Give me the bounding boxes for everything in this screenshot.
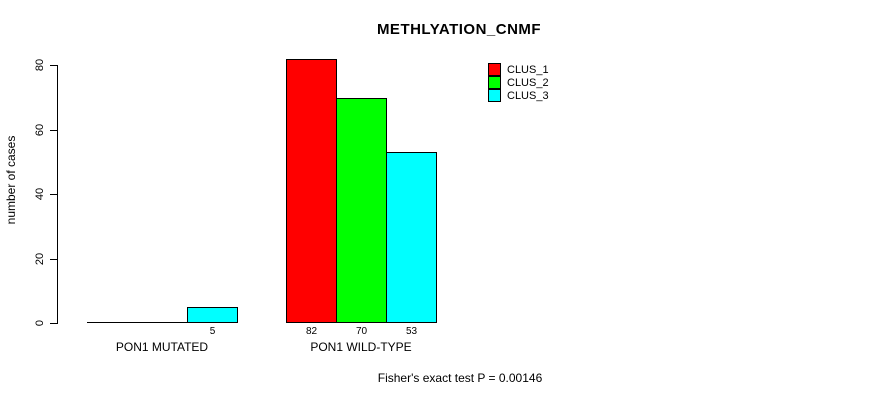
legend-row: CLUS_3 bbox=[488, 89, 549, 102]
y-tick bbox=[50, 259, 57, 260]
bar-value-label: 53 bbox=[405, 326, 418, 337]
category-label: PON1 WILD-TYPE bbox=[310, 340, 412, 354]
bar-value-label: 5 bbox=[209, 326, 216, 337]
y-tick bbox=[50, 130, 57, 131]
y-tick-label: 0 bbox=[34, 319, 46, 327]
legend-swatch bbox=[488, 76, 501, 89]
y-tick bbox=[50, 323, 57, 324]
legend-swatch bbox=[488, 89, 501, 102]
y-tick-label: 20 bbox=[34, 252, 46, 266]
legend-swatch bbox=[488, 63, 501, 76]
legend-row: CLUS_2 bbox=[488, 76, 549, 89]
legend-label: CLUS_3 bbox=[507, 89, 549, 102]
bar-value-label: 82 bbox=[305, 326, 318, 337]
y-tick bbox=[50, 65, 57, 66]
y-axis-line bbox=[57, 65, 58, 324]
bar-value-label: 70 bbox=[355, 326, 368, 337]
bar bbox=[386, 152, 437, 323]
legend-label: CLUS_1 bbox=[507, 63, 549, 76]
chart-title: METHLYATION_CNMF bbox=[376, 21, 542, 38]
annotation-text: Fisher's exact test P = 0.00146 bbox=[377, 371, 543, 385]
legend: CLUS_1 CLUS_2 CLUS_3 bbox=[488, 63, 549, 102]
group-baseline bbox=[87, 322, 238, 323]
legend-label: CLUS_2 bbox=[507, 76, 549, 89]
y-axis-label: number of cases bbox=[4, 135, 18, 225]
y-tick-label: 60 bbox=[34, 123, 46, 137]
bar bbox=[286, 59, 337, 323]
y-tick bbox=[50, 194, 57, 195]
category-label: PON1 MUTATED bbox=[115, 340, 209, 354]
legend-row: CLUS_1 bbox=[488, 63, 549, 76]
bar bbox=[336, 98, 387, 323]
bar bbox=[187, 307, 238, 323]
y-tick-label: 80 bbox=[34, 58, 46, 72]
y-tick-label: 40 bbox=[34, 187, 46, 201]
